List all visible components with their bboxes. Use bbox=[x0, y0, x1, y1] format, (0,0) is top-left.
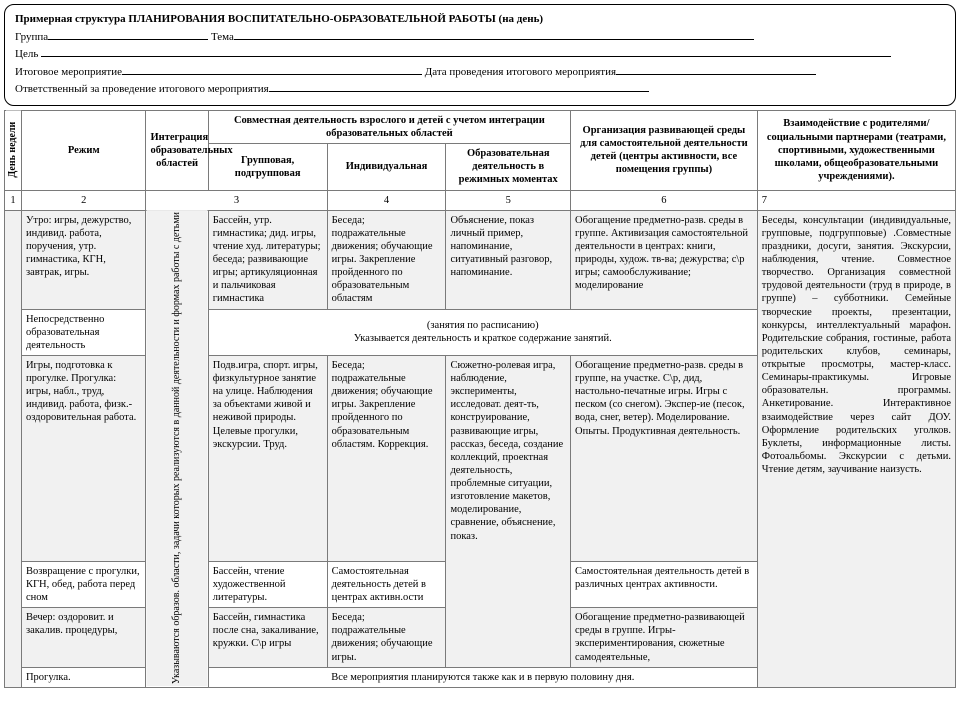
final-date-label: Дата проведения итогового мероприятия bbox=[425, 66, 616, 78]
plan-table: День недели Режим Интеграция образовател… bbox=[4, 110, 956, 688]
r6-regime: Прогулка. bbox=[21, 667, 146, 687]
r4-c5: Самостоятельная деятельность детей в цен… bbox=[327, 561, 446, 607]
th-joint: Совместная деятельность взрослого и дете… bbox=[208, 110, 570, 143]
th-integration: Интеграция образовательных областей bbox=[146, 110, 208, 190]
day-cell bbox=[5, 210, 22, 687]
r3-regime: Игры, подготовка к прогулке. Прогулка: и… bbox=[21, 355, 146, 561]
r1-c5: Беседа; подражательные движения; обучающ… bbox=[327, 210, 446, 309]
r1-c4: Бассейн, утр. гимнастика; дид. игры, чте… bbox=[208, 210, 327, 309]
doc-title: Примерная структура ПЛАНИРОВАНИЯ ВОСПИТА… bbox=[15, 13, 543, 25]
r5-c7: Обогащение предметно-развивающей среды в… bbox=[571, 608, 758, 668]
parents-cell: Беседы, консультации (индивидуальные, гр… bbox=[757, 210, 955, 687]
colnum-4: 4 bbox=[327, 190, 446, 210]
blank-final-event bbox=[122, 65, 422, 75]
blank-group bbox=[48, 30, 208, 40]
r6-merged: Все мероприятия планируются также как и … bbox=[208, 667, 757, 687]
r1-regime: Утро: игры, дежурство, индивид. работа, … bbox=[21, 210, 146, 309]
blank-goal bbox=[41, 47, 891, 57]
blank-final-date bbox=[616, 65, 816, 75]
th-individual: Индивидуальная bbox=[327, 144, 446, 190]
r4-c4: Бассейн, чтение художественной литератур… bbox=[208, 561, 327, 607]
r5-regime: Вечер: оздоровит. и закалив. процедуры, bbox=[21, 608, 146, 668]
responsible-label: Ответственный за проведение итогового ме… bbox=[15, 83, 269, 95]
r3-c5: Беседа; подражательные движения; обучающ… bbox=[327, 355, 446, 561]
blank-theme bbox=[234, 30, 754, 40]
r5-c4: Бассейн, гимнастика после сна, закаливан… bbox=[208, 608, 327, 668]
r1-c7: Обогащение предметно-разв. среды в групп… bbox=[571, 210, 758, 309]
group-label: Группа bbox=[15, 31, 48, 43]
final-event-label: Итоговое мероприятие bbox=[15, 66, 122, 78]
r3-c4: Подв.игра, спорт. игры, физкультурное за… bbox=[208, 355, 327, 561]
r1-c6: Объяснение, показ личный пример, напомин… bbox=[446, 210, 571, 309]
goal-label: Цель bbox=[15, 48, 38, 60]
theme-label: Тема bbox=[211, 31, 234, 43]
r4-c7: Самостоятельная деятельность детей в раз… bbox=[571, 561, 758, 607]
r3-c6: Сюжетно-ролевая игра, наблюдение, экспер… bbox=[446, 355, 571, 667]
colnum-3: 3 bbox=[146, 190, 327, 210]
r4-regime: Возвращение с прогулки, КГН, обед, работ… bbox=[21, 561, 146, 607]
col3-text: Указываются образов. области, задачи кот… bbox=[146, 210, 208, 687]
th-regime: Режим bbox=[21, 110, 146, 190]
r5-c5: Беседа; подражательные движения; обучающ… bbox=[327, 608, 446, 668]
header-box: Примерная структура ПЛАНИРОВАНИЯ ВОСПИТА… bbox=[4, 4, 956, 106]
colnum-2: 2 bbox=[21, 190, 146, 210]
th-env: Организация развивающей среды для самост… bbox=[571, 110, 758, 190]
th-day: День недели bbox=[5, 110, 22, 190]
colnum-7: 7 bbox=[757, 190, 955, 210]
r2-regime: Непосредственно образовательная деятельн… bbox=[21, 309, 146, 355]
colnum-1: 1 bbox=[5, 190, 22, 210]
r2-merged: (занятия по расписанию) Указывается деят… bbox=[208, 309, 757, 355]
th-parents: Взаимодействие с родителями/ социальными… bbox=[757, 110, 955, 190]
r3-c7: Обогащение предметно-разв. среды в групп… bbox=[571, 355, 758, 561]
th-edu-moments: Образовательная деятельность в режимных … bbox=[446, 144, 571, 190]
blank-responsible bbox=[269, 82, 649, 92]
colnum-5: 5 bbox=[446, 190, 571, 210]
colnum-6: 6 bbox=[571, 190, 758, 210]
